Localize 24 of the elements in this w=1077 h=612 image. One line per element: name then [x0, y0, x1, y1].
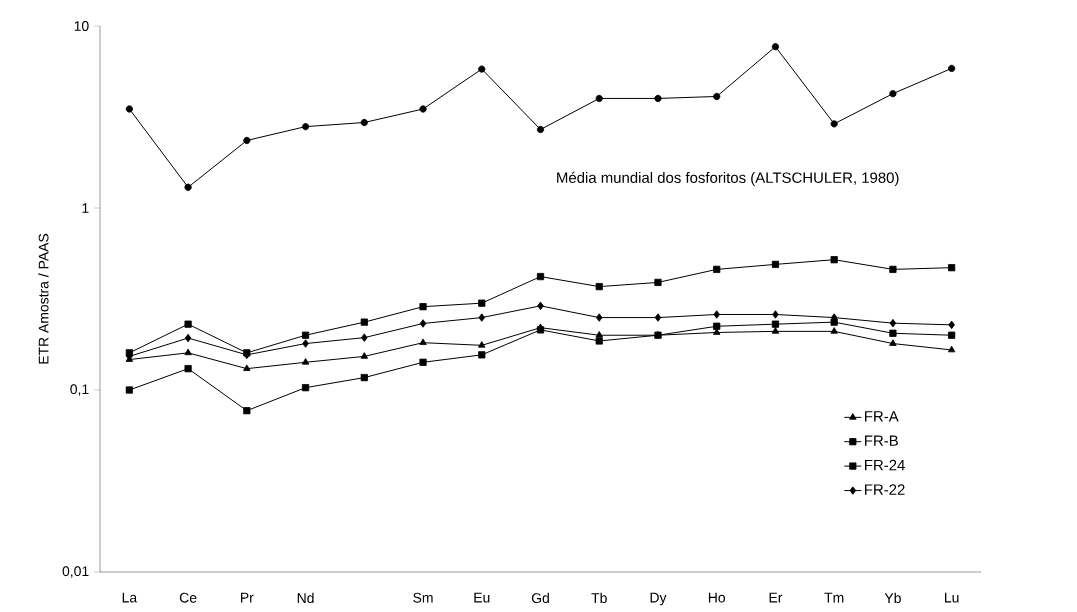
x-tick-label: Nd — [297, 592, 314, 604]
x-tick-label: Sm — [413, 592, 433, 603]
x-tick-label: Lu — [945, 592, 959, 603]
annotation: Média mundial dos fosforitos (ALTSCHULER, 1980) — [557, 171, 899, 186]
legend-label: FR-A — [865, 411, 899, 422]
y-axis-title: ETR Amostra / PAAS — [38, 233, 49, 364]
x-tick-label: Er — [769, 592, 783, 603]
x-tick-label: Pr — [241, 592, 254, 603]
y-tick-label: 0,1 — [70, 384, 89, 396]
x-tick-label: Dy — [650, 592, 667, 606]
x-tick-label: Ho — [708, 592, 726, 603]
y-tick-label: 1 — [82, 203, 89, 213]
legend-label: FR-B — [865, 435, 898, 446]
x-tick-label: Ce — [179, 592, 197, 603]
x-tick-label: Yb — [884, 592, 901, 604]
legend-label: FR-24 — [865, 459, 905, 471]
y-tick-label: 0,01 — [62, 566, 89, 578]
legend-label: FR-22 — [865, 484, 905, 495]
x-tick-label: Gd — [531, 592, 549, 604]
x-tick-label: Tm — [824, 592, 844, 603]
x-tick-label: La — [122, 592, 138, 603]
y-tick-label: 10 — [74, 21, 89, 31]
x-tick-label: Eu — [474, 592, 490, 603]
x-tick-label: Tb — [591, 592, 607, 604]
